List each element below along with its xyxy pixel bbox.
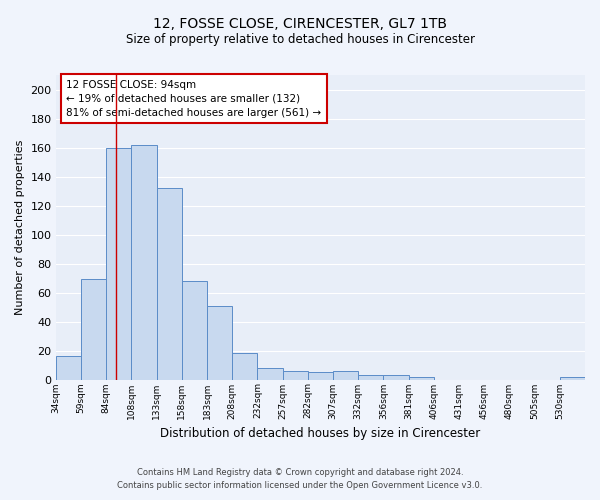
Bar: [81, 280, 106, 380]
Bar: [131, 144, 157, 380]
Text: Contains HM Land Registry data © Crown copyright and database right 2024.: Contains HM Land Registry data © Crown c…: [137, 468, 463, 477]
Bar: [308, 372, 333, 380]
Text: 12 FOSSE CLOSE: 94sqm
← 19% of detached houses are smaller (132)
81% of semi-det: 12 FOSSE CLOSE: 94sqm ← 19% of detached …: [67, 80, 322, 118]
Bar: [207, 306, 232, 380]
Text: Contains public sector information licensed under the Open Government Licence v3: Contains public sector information licen…: [118, 480, 482, 490]
Bar: [106, 148, 131, 380]
Bar: [560, 376, 585, 380]
Bar: [383, 375, 409, 380]
Bar: [157, 188, 182, 380]
Bar: [56, 356, 81, 380]
Bar: [283, 371, 308, 380]
Bar: [232, 354, 257, 380]
Bar: [333, 371, 358, 380]
Bar: [182, 281, 207, 380]
Bar: [409, 376, 434, 380]
Bar: [358, 375, 383, 380]
Text: 12, FOSSE CLOSE, CIRENCESTER, GL7 1TB: 12, FOSSE CLOSE, CIRENCESTER, GL7 1TB: [153, 18, 447, 32]
Bar: [257, 368, 283, 380]
Text: Size of property relative to detached houses in Cirencester: Size of property relative to detached ho…: [125, 32, 475, 46]
Y-axis label: Number of detached properties: Number of detached properties: [15, 140, 25, 315]
X-axis label: Distribution of detached houses by size in Cirencester: Distribution of detached houses by size …: [160, 427, 481, 440]
